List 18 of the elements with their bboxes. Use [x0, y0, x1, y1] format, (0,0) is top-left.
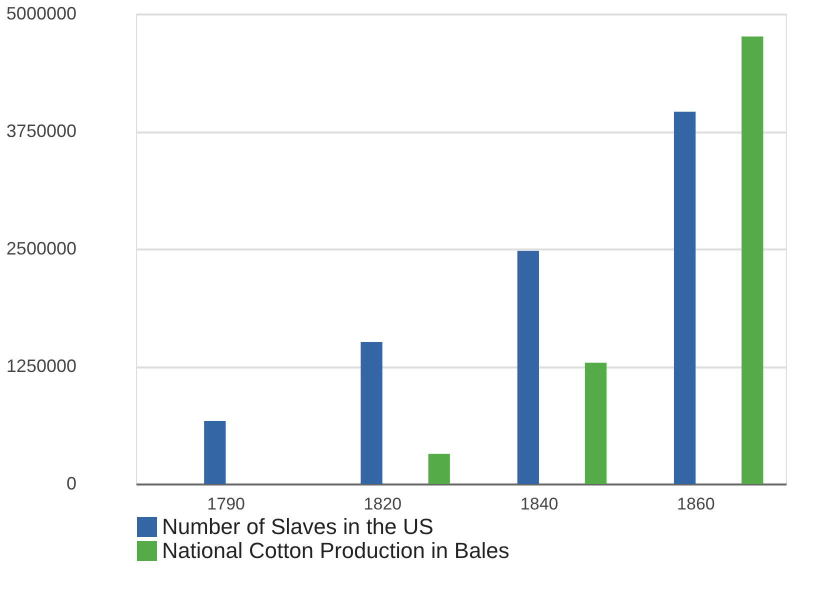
bar	[517, 250, 539, 484]
y-tick-label: 5000000	[6, 4, 76, 24]
bar	[742, 36, 764, 484]
bar	[204, 421, 226, 484]
y-tick-label: 2500000	[6, 238, 76, 258]
y-tick-label: 0	[66, 474, 76, 494]
x-tick-label: 1860	[677, 494, 715, 514]
bar	[584, 362, 607, 484]
y-tick-label: 3750000	[6, 121, 76, 141]
legend-label: Number of Slaves in the US	[162, 514, 434, 539]
x-tick-label: 1790	[207, 494, 245, 514]
legend-label: National Cotton Production in Bales	[162, 538, 510, 563]
x-tick-label: 1840	[520, 494, 558, 514]
y-tick-label: 1250000	[6, 356, 76, 376]
bar	[428, 454, 450, 484]
x-tick-label: 1820	[364, 494, 402, 514]
bar	[360, 342, 382, 484]
bar	[674, 112, 696, 484]
